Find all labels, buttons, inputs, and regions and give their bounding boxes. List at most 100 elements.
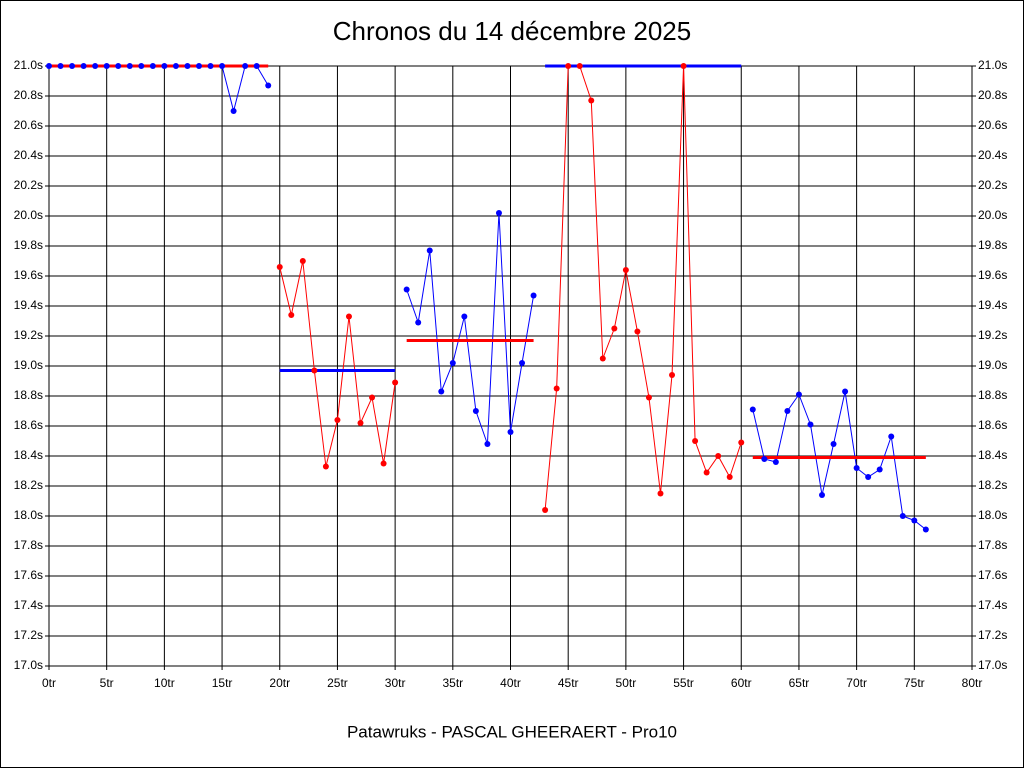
y-tick-label-right: 19.2s: [978, 328, 1007, 342]
data-point: [657, 490, 664, 497]
data-point: [115, 63, 122, 69]
data-point: [138, 63, 145, 69]
y-tick-label: 18.0s: [14, 508, 43, 522]
y-tick-label: 20.2s: [14, 178, 43, 192]
data-point: [495, 210, 502, 216]
data-point: [703, 469, 710, 476]
y-tick-label: 19.2s: [14, 328, 43, 342]
data-point: [357, 420, 364, 426]
y-tick-label-right: 20.0s: [978, 208, 1007, 222]
y-tick-label-right: 19.6s: [978, 268, 1007, 282]
chart-subtitle: Patawruks - PASCAL GHEERAERT - Pro10: [347, 722, 677, 741]
data-point: [842, 388, 849, 395]
data-point: [807, 421, 814, 428]
data-point: [92, 63, 99, 69]
data-point: [911, 517, 918, 524]
data-point: [830, 441, 837, 447]
y-tick-label: 17.6s: [14, 568, 43, 582]
chart-title: Chronos du 14 décembre 2025: [333, 16, 691, 46]
x-tick-label: 0tr: [42, 676, 56, 690]
x-tick-label: 25tr: [327, 676, 348, 690]
y-tick-label-right: 18.2s: [978, 478, 1007, 492]
data-point: [669, 372, 676, 378]
y-tick-label: 18.8s: [14, 388, 43, 402]
series-line: [752, 391, 927, 530]
y-tick-label-right: 19.4s: [978, 298, 1007, 312]
data-point: [749, 406, 756, 413]
data-point: [103, 63, 110, 69]
data-point: [195, 63, 202, 69]
x-tick-label: 20tr: [269, 676, 290, 690]
data-point: [253, 63, 260, 69]
data-point: [172, 63, 179, 69]
data-point: [819, 492, 826, 498]
data-point: [853, 465, 860, 471]
data-point: [299, 258, 306, 264]
data-point: [576, 63, 583, 69]
y-tick-label-right: 17.4s: [978, 598, 1007, 612]
data-point: [865, 474, 872, 480]
data-point: [519, 360, 526, 366]
data-point: [588, 97, 595, 104]
y-tick-label: 19.4s: [14, 298, 43, 312]
x-tick-label: 65tr: [789, 676, 810, 690]
y-tick-label-right: 17.8s: [978, 538, 1007, 552]
x-tick-label: 80tr: [962, 676, 983, 690]
data-point: [715, 453, 722, 459]
y-tick-label: 20.6s: [14, 118, 43, 132]
data-point: [461, 313, 468, 320]
data-point: [888, 433, 895, 440]
y-tick-label: 17.4s: [14, 598, 43, 612]
data-point: [207, 63, 214, 69]
x-tick-label: 10tr: [154, 676, 175, 690]
data-point: [322, 463, 329, 470]
data-point: [415, 319, 422, 326]
y-tick-label-right: 18.4s: [978, 448, 1007, 462]
data-point: [761, 456, 768, 462]
data-point: [899, 513, 906, 519]
data-point: [484, 441, 491, 447]
y-tick-label-right: 17.0s: [978, 658, 1007, 672]
data-point: [149, 63, 156, 69]
data-point: [738, 439, 745, 446]
data-point: [403, 286, 410, 293]
y-tick-label-right: 19.8s: [978, 238, 1007, 252]
data-point: [334, 417, 341, 423]
data-point: [553, 385, 560, 392]
data-point: [599, 355, 606, 362]
y-tick-label-right: 19.0s: [978, 358, 1007, 372]
data-point: [219, 63, 226, 69]
y-tick-label: 19.8s: [14, 238, 43, 252]
data-point: [276, 264, 283, 270]
data-point: [680, 63, 687, 69]
y-tick-label-right: 21.0s: [978, 58, 1007, 72]
y-tick-label-right: 18.0s: [978, 508, 1007, 522]
data-point: [380, 460, 387, 467]
x-tick-label: 40tr: [500, 676, 521, 690]
data-point: [634, 328, 641, 335]
x-tick-label: 70tr: [846, 676, 867, 690]
series-line: [406, 212, 535, 445]
y-tick-label-right: 20.2s: [978, 178, 1007, 192]
data-point: [311, 367, 318, 374]
data-point: [772, 459, 779, 465]
y-tick-label-right: 18.8s: [978, 388, 1007, 402]
y-tick-label: 17.8s: [14, 538, 43, 552]
y-tick-label: 17.0s: [14, 658, 43, 672]
y-tick-label: 18.2s: [14, 478, 43, 492]
data-point: [726, 474, 733, 480]
grid: [48, 65, 973, 667]
y-tick-label: 17.2s: [14, 628, 43, 642]
x-tick-label: 5tr: [100, 676, 114, 690]
data-point: [542, 507, 549, 513]
data-point: [622, 267, 629, 273]
x-tick-label: 30tr: [385, 676, 406, 690]
y-tick-label-right: 17.2s: [978, 628, 1007, 642]
data-point: [126, 63, 133, 69]
data-point: [645, 394, 652, 401]
x-tick-label: 45tr: [558, 676, 579, 690]
x-tick-label: 75tr: [904, 676, 925, 690]
data-point: [265, 82, 272, 89]
